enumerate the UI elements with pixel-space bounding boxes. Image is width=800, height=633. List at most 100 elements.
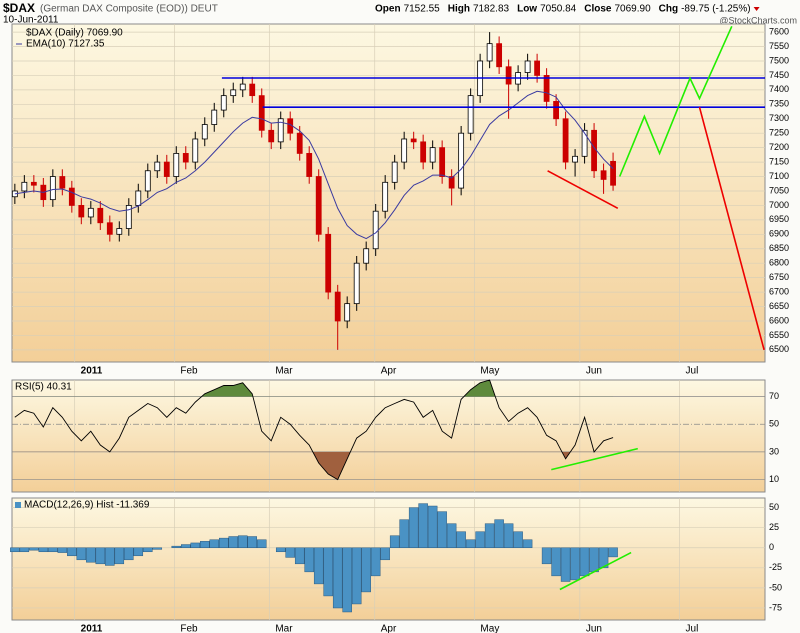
hist-bar <box>370 547 381 577</box>
candle-body <box>524 60 531 73</box>
hist-bar <box>437 511 447 549</box>
y-tick-label: 6900 <box>769 229 789 239</box>
candle-body <box>325 233 332 293</box>
trend-line <box>698 106 765 351</box>
candle-body <box>391 161 398 183</box>
hist-bar <box>570 547 580 581</box>
candle-body <box>268 129 275 143</box>
candle-body <box>78 205 85 218</box>
hist-bar <box>304 547 314 573</box>
y-tick-label: 7550 <box>769 41 789 51</box>
y-tick-label: 7100 <box>769 171 789 181</box>
candle-body <box>30 181 37 186</box>
hist-bar <box>494 519 504 549</box>
hist-bar <box>95 547 106 565</box>
hist-bar <box>475 531 485 549</box>
hist-bar <box>380 547 390 561</box>
y-tick-label: 6650 <box>769 301 789 311</box>
hist-bar <box>313 547 324 585</box>
hist-bar <box>389 535 400 549</box>
hist-bar <box>76 547 87 561</box>
hist-bar <box>418 503 428 549</box>
candle-body <box>59 176 66 189</box>
candle-body <box>600 170 607 180</box>
hist-bar <box>67 547 77 557</box>
x-tick-label: Feb <box>180 624 198 633</box>
y-tick-label: 6550 <box>769 330 789 340</box>
candle-body <box>581 129 588 157</box>
candle-body <box>230 89 237 97</box>
y-tick-label: 6500 <box>769 344 789 354</box>
y-tick-label: 7000 <box>769 200 789 210</box>
candle-body <box>562 118 569 163</box>
y-tick-label: 50 <box>769 502 779 512</box>
trend-line <box>547 170 619 210</box>
candle-body <box>429 147 436 163</box>
candle-body <box>87 207 94 218</box>
y-tick-label: 7500 <box>769 55 789 65</box>
candle-body <box>610 160 616 186</box>
candle-body <box>182 153 189 163</box>
hist-bar <box>484 523 495 549</box>
candle-body <box>344 303 351 322</box>
candle-body <box>353 262 360 305</box>
y-tick-label: 25 <box>769 522 779 532</box>
quote-label: Low <box>517 4 537 15</box>
hist-bar <box>19 547 30 553</box>
candle-body <box>144 170 151 192</box>
candle-body <box>192 138 199 163</box>
y-tick-label: 6700 <box>769 286 789 296</box>
candle-body <box>116 228 123 235</box>
source: @StockCharts.com <box>719 15 797 25</box>
hist-bar <box>513 531 523 549</box>
candle-body <box>543 75 550 102</box>
hist-bar <box>200 541 210 549</box>
hist-bar <box>105 547 115 566</box>
y-tick-label: 0 <box>769 542 774 552</box>
y-tick-label: -50 <box>769 582 782 592</box>
x-tick-label: Apr <box>381 624 397 633</box>
y-tick-label: 6800 <box>769 258 789 268</box>
panel <box>11 23 766 363</box>
hist-bar <box>399 519 409 549</box>
x-tick-label: 2011 <box>81 366 103 377</box>
hist-bar <box>589 547 599 573</box>
hist-bar <box>133 547 144 557</box>
y-tick-label: 7250 <box>769 128 789 138</box>
quote-label: Chg <box>659 4 678 15</box>
hist-bar <box>209 539 220 549</box>
y-tick-label: 6950 <box>769 214 789 224</box>
hist-bar <box>237 535 248 549</box>
legend-entry: RSI(5) 40.31 <box>15 382 72 393</box>
hist-bar <box>152 547 163 550</box>
x-tick-label: Apr <box>381 366 397 377</box>
candle-body <box>258 95 265 131</box>
y-tick-label: -25 <box>769 562 782 572</box>
hist-bar <box>143 547 153 553</box>
x-tick-label: Jun <box>586 366 602 377</box>
candle-body <box>135 190 142 206</box>
quote-value: 7069.90 <box>614 4 651 15</box>
legend-swatch <box>15 502 21 508</box>
candle-body <box>277 118 284 143</box>
y-tick-label: 7300 <box>769 113 789 123</box>
hist-bar <box>114 547 125 565</box>
hist-bar <box>465 539 476 549</box>
date: 10-Jun-2011 <box>3 15 59 26</box>
hist-bar <box>228 536 238 549</box>
candle-body <box>49 176 56 201</box>
hist-bar <box>503 523 514 549</box>
candle-body <box>201 124 208 140</box>
hist-bar <box>446 523 457 549</box>
y-tick-label: 70 <box>769 391 779 401</box>
candle-body <box>154 161 161 172</box>
hist-bar <box>560 547 571 582</box>
hist-bar <box>285 547 295 558</box>
panel <box>11 379 766 493</box>
hist-bar <box>323 547 333 597</box>
candle-body <box>334 291 341 322</box>
y-tick-label: 7350 <box>769 99 789 109</box>
candle-body <box>125 205 132 229</box>
quote-value: -89.75 (-1.25%) <box>681 4 750 15</box>
candle-body <box>401 138 408 163</box>
